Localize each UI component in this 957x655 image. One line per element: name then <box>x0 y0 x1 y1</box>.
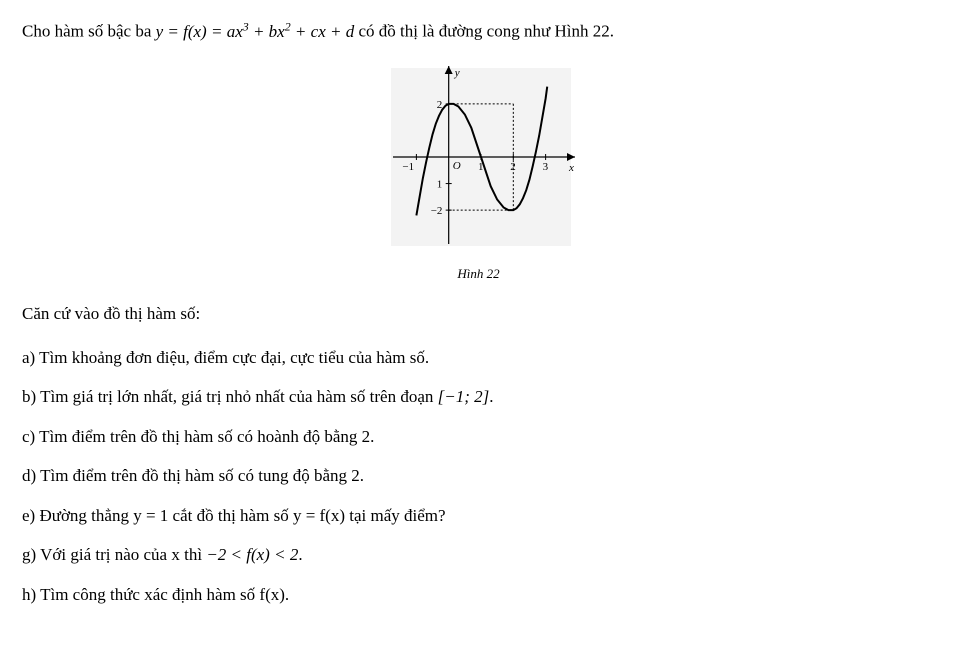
qb-interval: [−1; 2] <box>438 387 490 406</box>
svg-text:O: O <box>452 160 460 172</box>
intro-line: Cho hàm số bậc ba y = f(x) = ax3 + bx2 +… <box>22 18 935 44</box>
figure-container: y x O 2 1 −2 −1 1 2 3 Hình 22 <box>22 62 935 283</box>
cubic-formula: y = f(x) = ax3 + bx2 + cx + d <box>156 22 359 41</box>
svg-text:y: y <box>453 67 459 79</box>
svg-text:2: 2 <box>436 99 442 111</box>
question-g: g) Với giá trị nào của x thì −2 < f(x) <… <box>22 542 935 568</box>
svg-text:3: 3 <box>542 161 548 173</box>
intro-text-2: có đồ thị là đường cong như Hình 22. <box>358 22 613 41</box>
qg-text-1: g) Với giá trị nào của x thì <box>22 545 206 564</box>
qb-text-1: b) Tìm giá trị lớn nhất, giá trị nhỏ nhấ… <box>22 387 438 406</box>
question-c: c) Tìm điểm trên đồ thị hàm số có hoành … <box>22 424 935 450</box>
question-e: e) Đường thẳng y = 1 cắt đồ thị hàm số y… <box>22 503 935 529</box>
qb-text-2: . <box>489 387 493 406</box>
svg-text:x: x <box>568 162 574 174</box>
qg-inequality: −2 < f(x) < 2 <box>206 545 298 564</box>
formula-mid2: + cx + d <box>291 22 359 41</box>
lead-text: Căn cứ vào đồ thị hàm số: <box>22 301 935 327</box>
svg-text:1: 1 <box>478 161 484 173</box>
svg-text:−1: −1 <box>402 161 414 173</box>
qg-text-2: . <box>298 545 302 564</box>
cubic-graph: y x O 2 1 −2 −1 1 2 3 <box>379 62 579 252</box>
question-h: h) Tìm công thức xác định hàm số f(x). <box>22 582 935 608</box>
figure-caption: Hình 22 <box>22 264 935 284</box>
svg-text:1: 1 <box>436 179 442 191</box>
svg-text:−2: −2 <box>430 205 442 217</box>
question-b: b) Tìm giá trị lớn nhất, giá trị nhỏ nhấ… <box>22 384 935 410</box>
formula-mid1: + bx <box>249 22 285 41</box>
formula-lhs: y = f(x) = ax <box>156 22 243 41</box>
intro-text-1: Cho hàm số bậc ba <box>22 22 156 41</box>
question-a: a) Tìm khoảng đơn điệu, điểm cực đại, cự… <box>22 345 935 371</box>
svg-text:2: 2 <box>510 161 516 173</box>
question-d: d) Tìm điểm trên đồ thị hàm số có tung đ… <box>22 463 935 489</box>
